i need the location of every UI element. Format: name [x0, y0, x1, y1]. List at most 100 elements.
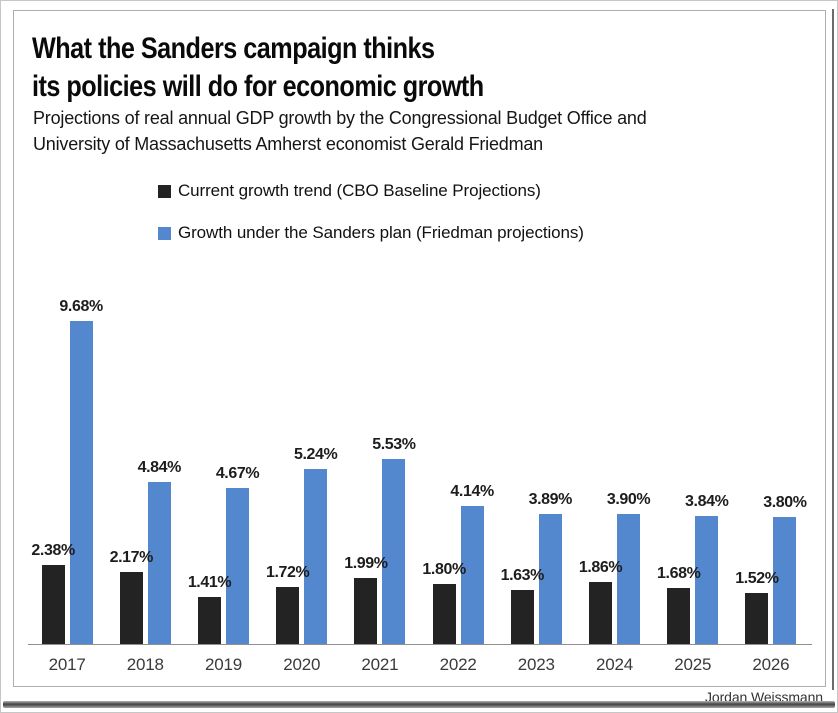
- bar-col-cbo-2018: 2.17%: [110, 549, 153, 644]
- bar-sanders-2026: [773, 517, 797, 644]
- chart-title-line1: What the Sanders campaign thinks: [32, 32, 435, 65]
- bar-col-sanders-2021: 5.53%: [372, 436, 416, 644]
- bar-value-label-cbo-2019: 1.41%: [187, 574, 232, 591]
- legend-item-cbo: Current growth trend (CBO Baseline Proje…: [158, 180, 584, 202]
- bar-cbo-2022: [432, 584, 456, 644]
- bar-value-label-cbo-2023: 1.63%: [500, 567, 545, 584]
- bar-cbo-2023: [510, 590, 534, 644]
- bar-cbo-2024: [589, 582, 613, 644]
- bar-col-sanders-2026: 3.80%: [763, 494, 807, 644]
- legend-label-cbo: Current growth trend (CBO Baseline Proje…: [178, 181, 541, 200]
- x-axis-label-2021: 2021: [361, 655, 399, 674]
- x-axis-label-2017: 2017: [48, 655, 86, 674]
- x-axis-label-2025: 2025: [674, 655, 712, 674]
- bar-value-label-sanders-2020: 5.24%: [294, 446, 338, 463]
- plot-area: 2.38% 9.68% 2.17% 4.84% 1.41% 4.67% 1.72% 5.24%…: [28, 292, 810, 644]
- bar-col-sanders-2017: 9.68%: [59, 298, 103, 644]
- bar-cbo-2019: [198, 597, 221, 644]
- x-axis-label-2020: 2020: [283, 655, 321, 674]
- frame-shadow-right: [832, 9, 834, 690]
- x-axis-line: [28, 644, 812, 645]
- bar-group-2020: 1.72% 5.24%: [263, 292, 341, 644]
- bar-col-sanders-2019: 4.67%: [216, 465, 260, 644]
- chart-title-line2: its policies will do for economic growth: [32, 70, 484, 103]
- bar-value-label-sanders-2018: 4.84%: [137, 459, 182, 476]
- bar-cbo-2025: [667, 588, 691, 644]
- bar-group-2024: 1.86% 3.90%: [575, 292, 653, 644]
- x-axis-label-2022: 2022: [439, 655, 477, 674]
- bar-col-cbo-2024: 1.86%: [579, 559, 623, 644]
- bar-value-label-sanders-2017: 9.68%: [59, 298, 103, 315]
- bar-cbo-2026: [745, 593, 769, 644]
- bar-group-2026: 1.52% 3.80%: [732, 292, 810, 644]
- bar-value-label-cbo-2025: 1.68%: [657, 565, 701, 582]
- bar-sanders-2024: [617, 514, 641, 644]
- bar-sanders-2023: [538, 514, 562, 644]
- bar-col-cbo-2025: 1.68%: [657, 565, 701, 644]
- bar-value-label-sanders-2019: 4.67%: [215, 465, 260, 482]
- bar-col-sanders-2025: 3.84%: [685, 493, 729, 644]
- bar-value-label-sanders-2022: 4.14%: [450, 483, 494, 500]
- bar-value-label-cbo-2018: 2.17%: [109, 549, 154, 566]
- bar-sanders-2020: [304, 469, 328, 644]
- bar-value-label-cbo-2026: 1.52%: [735, 570, 779, 587]
- x-axis-label-2026: 2026: [752, 655, 790, 674]
- bar-sanders-2022: [460, 506, 484, 644]
- bar-col-cbo-2020: 1.72%: [266, 564, 310, 644]
- bar-value-label-sanders-2021: 5.53%: [372, 436, 416, 453]
- bar-value-label-cbo-2020: 1.72%: [266, 564, 310, 581]
- bar-value-label-sanders-2024: 3.90%: [606, 491, 651, 508]
- x-axis-label-2019: 2019: [204, 655, 243, 674]
- chart-subtitle: Projections of real annual GDP growth by…: [33, 105, 647, 157]
- bar-col-cbo-2021: 1.99%: [344, 555, 388, 644]
- bar-col-cbo-2023: 1.63%: [501, 567, 544, 644]
- bar-col-sanders-2018: 4.84%: [138, 459, 181, 644]
- bar-sanders-2018: [147, 482, 171, 644]
- bar-group-2022: 1.80% 4.14%: [419, 292, 497, 644]
- x-axis-label-2023: 2023: [517, 655, 555, 674]
- bar-value-label-sanders-2023: 3.89%: [528, 491, 573, 508]
- bar-value-label-cbo-2021: 1.99%: [344, 555, 388, 572]
- x-axis-label-2018: 2018: [126, 655, 164, 674]
- bar-sanders-2017: [69, 321, 93, 644]
- bar-col-sanders-2024: 3.90%: [607, 491, 651, 644]
- bar-value-label-sanders-2026: 3.80%: [763, 494, 807, 511]
- bar-group-2018: 2.17% 4.84%: [106, 292, 184, 644]
- frame-shadow-bottom: [3, 701, 835, 708]
- chart-subtitle-line1: Projections of real annual GDP growth by…: [33, 108, 647, 128]
- bar-cbo-2020: [276, 587, 300, 644]
- bar-sanders-2019: [226, 488, 249, 644]
- legend-label-sanders: Growth under the Sanders plan (Friedman …: [178, 223, 584, 242]
- bar-sanders-2025: [695, 516, 719, 644]
- bar-value-label-cbo-2022: 1.80%: [422, 561, 466, 578]
- chart-card: What the Sanders campaign thinks its pol…: [13, 10, 826, 687]
- bar-col-cbo-2026: 1.52%: [735, 570, 779, 644]
- bar-cbo-2018: [119, 572, 143, 644]
- bar-cbo-2021: [354, 578, 378, 644]
- bar-col-cbo-2017: 2.38%: [31, 542, 75, 644]
- bar-group-2021: 1.99% 5.53%: [341, 292, 419, 644]
- x-axis: 2017 2018 2019 2020 2021 2022 2023 2024 2025 2026: [28, 655, 810, 675]
- bar-sanders-2021: [382, 459, 406, 644]
- legend-item-sanders: Growth under the Sanders plan (Friedman …: [158, 222, 584, 244]
- bar-group-2023: 1.63% 3.89%: [497, 292, 575, 644]
- x-axis-label-2024: 2024: [596, 655, 634, 674]
- legend-swatch-sanders-icon: [158, 226, 171, 240]
- bar-col-sanders-2022: 4.14%: [450, 483, 494, 644]
- bar-col-sanders-2020: 5.24%: [294, 446, 338, 644]
- bar-col-sanders-2023: 3.89%: [529, 491, 572, 644]
- chart-subtitle-line2: University of Massachusetts Amherst econ…: [33, 134, 543, 154]
- bar-value-label-cbo-2017: 2.38%: [31, 542, 75, 559]
- bar-value-label-sanders-2025: 3.84%: [685, 493, 729, 510]
- legend: Current growth trend (CBO Baseline Proje…: [158, 180, 584, 264]
- bar-col-cbo-2019: 1.41%: [188, 574, 232, 644]
- legend-swatch-cbo-icon: [158, 184, 171, 198]
- bar-group-2019: 1.41% 4.67%: [184, 292, 262, 644]
- bar-group-2017: 2.38% 9.68%: [28, 292, 106, 644]
- bar-group-2025: 1.68% 3.84%: [654, 292, 732, 644]
- bar-cbo-2017: [41, 565, 65, 644]
- bar-value-label-cbo-2024: 1.86%: [578, 559, 623, 576]
- chart-title: What the Sanders campaign thinks its pol…: [32, 30, 484, 106]
- bar-col-cbo-2022: 1.80%: [422, 561, 466, 644]
